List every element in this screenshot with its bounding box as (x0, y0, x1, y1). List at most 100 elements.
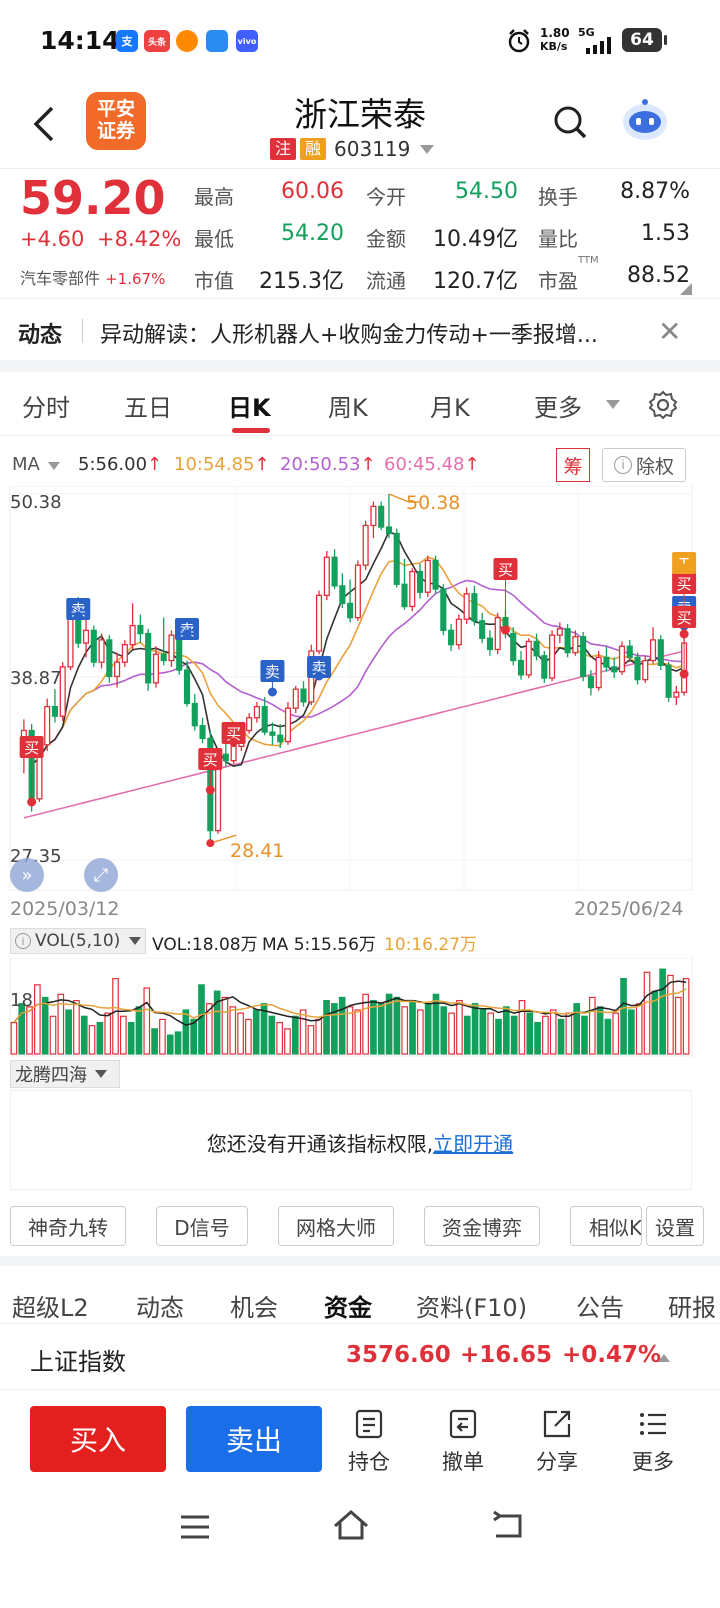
candle (106, 635, 113, 683)
buy-signal-marker[interactable]: 买 (672, 606, 697, 679)
candle (59, 662, 66, 721)
tab-super-l2[interactable]: 超级L2 (12, 1294, 89, 1322)
buy-signal-marker[interactable]: 买 (221, 722, 246, 747)
tab-fund[interactable]: 资金 (324, 1294, 372, 1322)
indicator-selector[interactable]: 龙腾四海 (10, 1060, 120, 1088)
buy-signal-marker[interactable]: 买 (19, 736, 44, 807)
news-ticker[interactable]: 动态 异动解读：人形机器人+收购金力传动+一季报增... ✕ (0, 298, 720, 360)
low-label: 最低 (194, 227, 234, 251)
registered-tag: 注 (270, 138, 297, 160)
candle (409, 568, 416, 612)
tab-weekly-k[interactable]: 周K (328, 394, 368, 422)
candlestick-chart[interactable]: 买卖卖买买卖卖买卖买买T 50.38 38.87 27.35 50.38 28.… (0, 485, 720, 896)
candle (533, 633, 540, 661)
candle (611, 657, 618, 679)
volume-bar (362, 993, 369, 1055)
back-icon[interactable] (490, 1510, 526, 1542)
stock-code-selector[interactable]: 注 融 603119 (270, 136, 435, 162)
volume-bar (96, 1021, 104, 1055)
app-orange-icon (176, 30, 198, 52)
tool-grid-master[interactable]: 网格大师 (278, 1206, 394, 1246)
volume-bar (307, 1025, 315, 1055)
back-arrow-icon[interactable] (30, 104, 60, 144)
holdings-button[interactable]: 持仓 (334, 1408, 404, 1476)
candle (424, 555, 431, 597)
home-icon[interactable] (332, 1508, 370, 1542)
ai-robot-icon[interactable] (618, 96, 672, 144)
volume-bar (502, 1006, 510, 1055)
candle (129, 603, 136, 650)
cancel-order-button[interactable]: 撤单 (428, 1408, 498, 1476)
tool-settings[interactable]: 设置 (646, 1206, 704, 1246)
more-button[interactable]: 更多 (618, 1408, 688, 1476)
volume-bar (34, 984, 41, 1055)
tool-fund-game[interactable]: 资金博弈 (424, 1206, 540, 1246)
ex-rights-button[interactable]: i 除权 (602, 448, 686, 482)
ma-label[interactable]: MA (12, 454, 40, 475)
corner-expand-icon[interactable] (680, 283, 692, 295)
fullscreen-icon[interactable]: ⤢ (84, 858, 118, 892)
tab-more[interactable]: 更多 (534, 394, 582, 422)
buy-signal-marker[interactable]: 买 (198, 748, 223, 795)
tab-five-day[interactable]: 五日 (124, 394, 172, 422)
volume-bar (159, 1018, 166, 1055)
menu-icon[interactable] (178, 1512, 212, 1542)
vol-ma10-value: 10:16.27万 (384, 935, 478, 955)
tool-d-signal[interactable]: D信号 (156, 1206, 248, 1246)
volume-chart[interactable]: 18 (0, 957, 720, 1058)
sell-button[interactable]: 卖出 (186, 1406, 322, 1472)
amount-value: 10.49亿 (433, 227, 518, 252)
pe-ttm-sup: TTM (578, 255, 599, 266)
tool-magic-nine[interactable]: 神奇九转 (10, 1206, 126, 1246)
volume-bar (65, 1009, 72, 1055)
volume-bar (510, 1015, 518, 1055)
tab-f10[interactable]: 资料(F10) (416, 1294, 528, 1322)
tab-announcement[interactable]: 公告 (576, 1294, 624, 1322)
gear-icon[interactable] (648, 390, 678, 420)
candle (44, 698, 51, 752)
candle (199, 717, 206, 744)
tab-news[interactable]: 动态 (136, 1294, 184, 1322)
mktcap-value: 215.3亿 (259, 269, 344, 294)
t-signal-marker[interactable]: T (672, 552, 697, 574)
tool-similar-k[interactable]: 相似K (570, 1206, 642, 1246)
candle (191, 693, 198, 731)
tab-intraday[interactable]: 分时 (22, 394, 70, 422)
chevron-up-icon[interactable] (658, 1354, 670, 1362)
volume-bar (127, 1021, 135, 1055)
y-tick-mid: 38.87 (10, 668, 62, 689)
volume-bar (237, 1012, 244, 1055)
sell-signal-marker[interactable]: 卖 (307, 656, 332, 681)
buy-signal-marker[interactable]: 买 (493, 558, 518, 635)
tab-monthly-k[interactable]: 月K (430, 394, 470, 422)
close-icon[interactable]: ✕ (658, 315, 682, 348)
sell-signal-marker[interactable]: 卖 (66, 598, 91, 621)
chevron-down-icon (420, 144, 435, 154)
volume-bar (628, 1009, 635, 1055)
chip-distribution-button[interactable]: 筹 (556, 448, 590, 482)
volume-indicator-selector[interactable]: i VOL(5,10) (10, 928, 146, 954)
share-button[interactable]: 分享 (522, 1408, 592, 1476)
index-ticker[interactable]: 上证指数 3576.60 +16.65 +0.47% (0, 1326, 720, 1390)
volume-bar (190, 1018, 198, 1055)
volume-bar (88, 1025, 96, 1055)
alarm-icon (508, 29, 530, 53)
sell-signal-marker[interactable]: 卖 (260, 660, 285, 697)
sell-signal-marker[interactable]: 卖 (175, 618, 199, 640)
tab-daily-k[interactable]: 日K (228, 394, 271, 422)
volume-bar (80, 1015, 88, 1055)
volume-bar (291, 1015, 299, 1055)
volume-bar (182, 1009, 190, 1055)
volume-bar (26, 1006, 33, 1055)
collapse-icon[interactable]: » (10, 858, 44, 892)
volume-bar (393, 996, 401, 1055)
search-icon[interactable] (552, 104, 588, 140)
activate-link[interactable]: 立即开通 (433, 1132, 514, 1156)
candle (145, 628, 152, 691)
tab-opportunity[interactable]: 机会 (230, 1294, 278, 1322)
volume-bar (299, 1009, 307, 1055)
sector-info[interactable]: 汽车零部件 +1.67% (20, 265, 165, 289)
tab-research[interactable]: 研报 (668, 1294, 716, 1322)
candle (432, 555, 439, 594)
buy-button[interactable]: 买入 (30, 1406, 166, 1472)
